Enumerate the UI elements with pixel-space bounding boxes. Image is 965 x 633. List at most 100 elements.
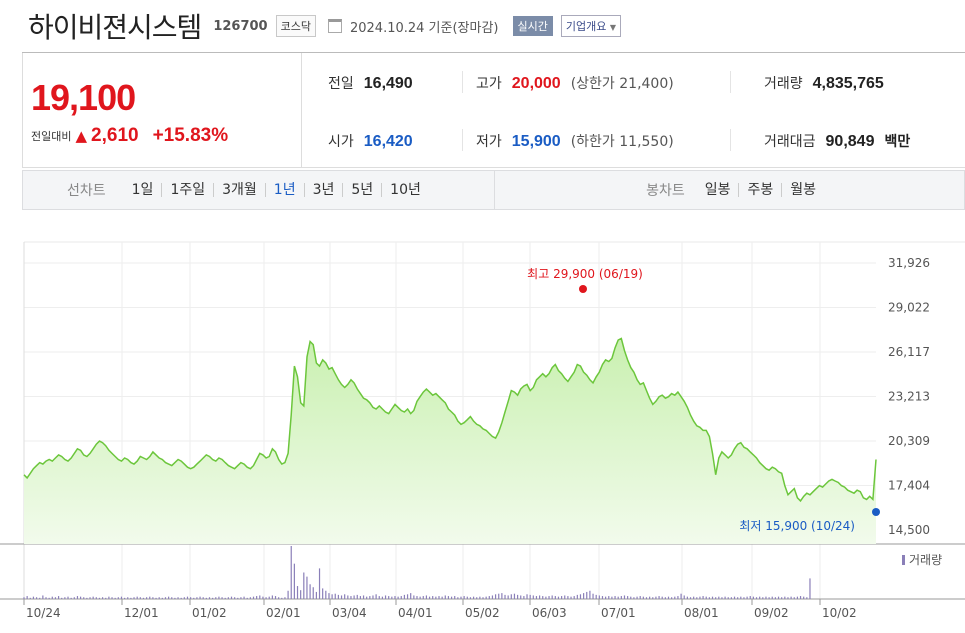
volume-bar	[290, 546, 292, 599]
volume-bar	[221, 597, 223, 599]
volume-bar	[337, 594, 339, 599]
period-10y[interactable]: 10년	[381, 183, 429, 197]
volume-bar	[718, 596, 720, 599]
volume-bar	[799, 596, 802, 599]
min-price-annotation: 최저 15,900 (10/24)	[739, 519, 855, 533]
volume-bar	[759, 596, 761, 599]
period-1d[interactable]: 1일	[131, 182, 154, 198]
volume-bar	[526, 594, 528, 599]
volume-bar	[117, 597, 119, 599]
company-info-button[interactable]: 기업개요 ▼	[560, 15, 622, 37]
volume-bar	[303, 572, 305, 599]
max-price-annotation: 최고 29,900 (06/19)	[527, 267, 643, 281]
volume-bar	[425, 595, 428, 599]
volume-bar	[472, 596, 475, 599]
price-line	[23, 337, 877, 503]
volume-bar	[149, 596, 151, 599]
volume-bar	[114, 597, 116, 599]
volume-bar	[240, 597, 242, 599]
volume-bar	[680, 593, 682, 599]
volume-bar	[454, 596, 456, 599]
volume-bar	[139, 597, 141, 599]
volume-bar	[413, 595, 415, 599]
market-badge: 코스닥	[275, 15, 316, 37]
stat-label: 거래대금	[764, 134, 816, 150]
x-tick-label: 05/02	[465, 606, 500, 620]
volume-bar	[491, 595, 494, 599]
x-tick-label: 07/01	[601, 606, 636, 620]
volume-bar	[520, 595, 522, 599]
y-tick-label: 23,213	[888, 390, 930, 404]
volume-bar	[64, 597, 66, 599]
volume-bar	[274, 596, 277, 599]
candle-monthly[interactable]: 월봉	[781, 183, 824, 197]
volume-bar	[381, 596, 384, 599]
volume-bar	[699, 596, 701, 599]
volume-bar	[708, 597, 710, 599]
y-tick-label: 20,309	[888, 434, 930, 448]
y-axis: 31,926 29,022 26,117 23,213 20,309 17,404 14,5…	[888, 256, 930, 537]
volume-bar	[677, 596, 679, 599]
volume-bar	[168, 596, 170, 599]
volume-bar	[501, 593, 503, 599]
volume-bar	[127, 597, 129, 599]
upper-limit: (상한가 21,400)	[570, 76, 674, 92]
volume-bar	[120, 596, 123, 599]
volume-bar	[353, 595, 355, 599]
volume-bar	[485, 596, 487, 599]
candle-daily[interactable]: 일봉	[704, 182, 731, 198]
volume-bar	[57, 596, 60, 599]
volume-bar	[752, 596, 754, 599]
volume-layer: 거래량	[23, 546, 942, 599]
volume-bar	[177, 597, 179, 599]
period-1w[interactable]: 1주일	[161, 183, 213, 197]
candle-weekly[interactable]: 주봉	[738, 183, 781, 197]
volume-bar	[130, 597, 132, 599]
volume-bar	[243, 596, 245, 599]
volume-bar	[271, 595, 273, 599]
period-bar: 선차트 1일 1주일 3개월 1년 3년 5년 10년 봉차트 일봉 주봉 월봉	[22, 170, 965, 210]
period-1y[interactable]: 1년	[264, 183, 304, 197]
line-chart-label: 선차트	[67, 183, 106, 199]
x-tick-label: 03/04	[332, 606, 367, 620]
realtime-button[interactable]: 실시간	[512, 16, 553, 36]
volume-bar	[592, 593, 594, 599]
volume-bar	[564, 595, 566, 599]
volume-bar	[42, 595, 44, 599]
volume-bar	[771, 596, 773, 599]
volume-bar	[595, 594, 597, 599]
volume-bar	[796, 596, 799, 599]
volume-bar	[67, 596, 69, 599]
period-3y[interactable]: 3년	[303, 183, 343, 197]
volume-bar	[76, 596, 79, 599]
price-panel: 19,100 전일대비 ▲ 2,610 +15.83%	[22, 53, 302, 168]
volume-bar	[208, 597, 211, 599]
volume-bar	[488, 596, 490, 599]
volume-bar	[410, 593, 412, 599]
volume-bar	[268, 596, 270, 599]
volume-bar	[683, 595, 685, 599]
volume-bar	[755, 597, 758, 599]
volume-bar	[397, 596, 399, 599]
volume-bar	[384, 595, 387, 599]
volume-bar	[293, 563, 295, 599]
volume-bar	[95, 597, 97, 599]
volume-bar	[809, 578, 811, 599]
period-5y[interactable]: 5년	[342, 183, 381, 197]
volume-bar	[246, 597, 248, 599]
volume-bar	[281, 597, 283, 599]
volume-bar	[529, 594, 531, 599]
volume-bar	[180, 597, 182, 599]
period-3m[interactable]: 3개월	[213, 183, 265, 197]
date-text: 2024.10.24 기준(장마감)	[349, 20, 499, 36]
stat-label: 고가	[476, 76, 502, 92]
lower-limit: (하한가 11,550)	[570, 134, 674, 150]
stat-open: 시가 16,420	[328, 131, 413, 151]
volume-bar	[806, 597, 808, 599]
volume-bar	[513, 593, 516, 599]
volume-bar	[347, 595, 349, 599]
amount-unit: 백만	[884, 134, 911, 150]
volume-bar	[435, 596, 437, 599]
volume-bar	[416, 596, 418, 599]
volume-bar	[516, 594, 519, 599]
